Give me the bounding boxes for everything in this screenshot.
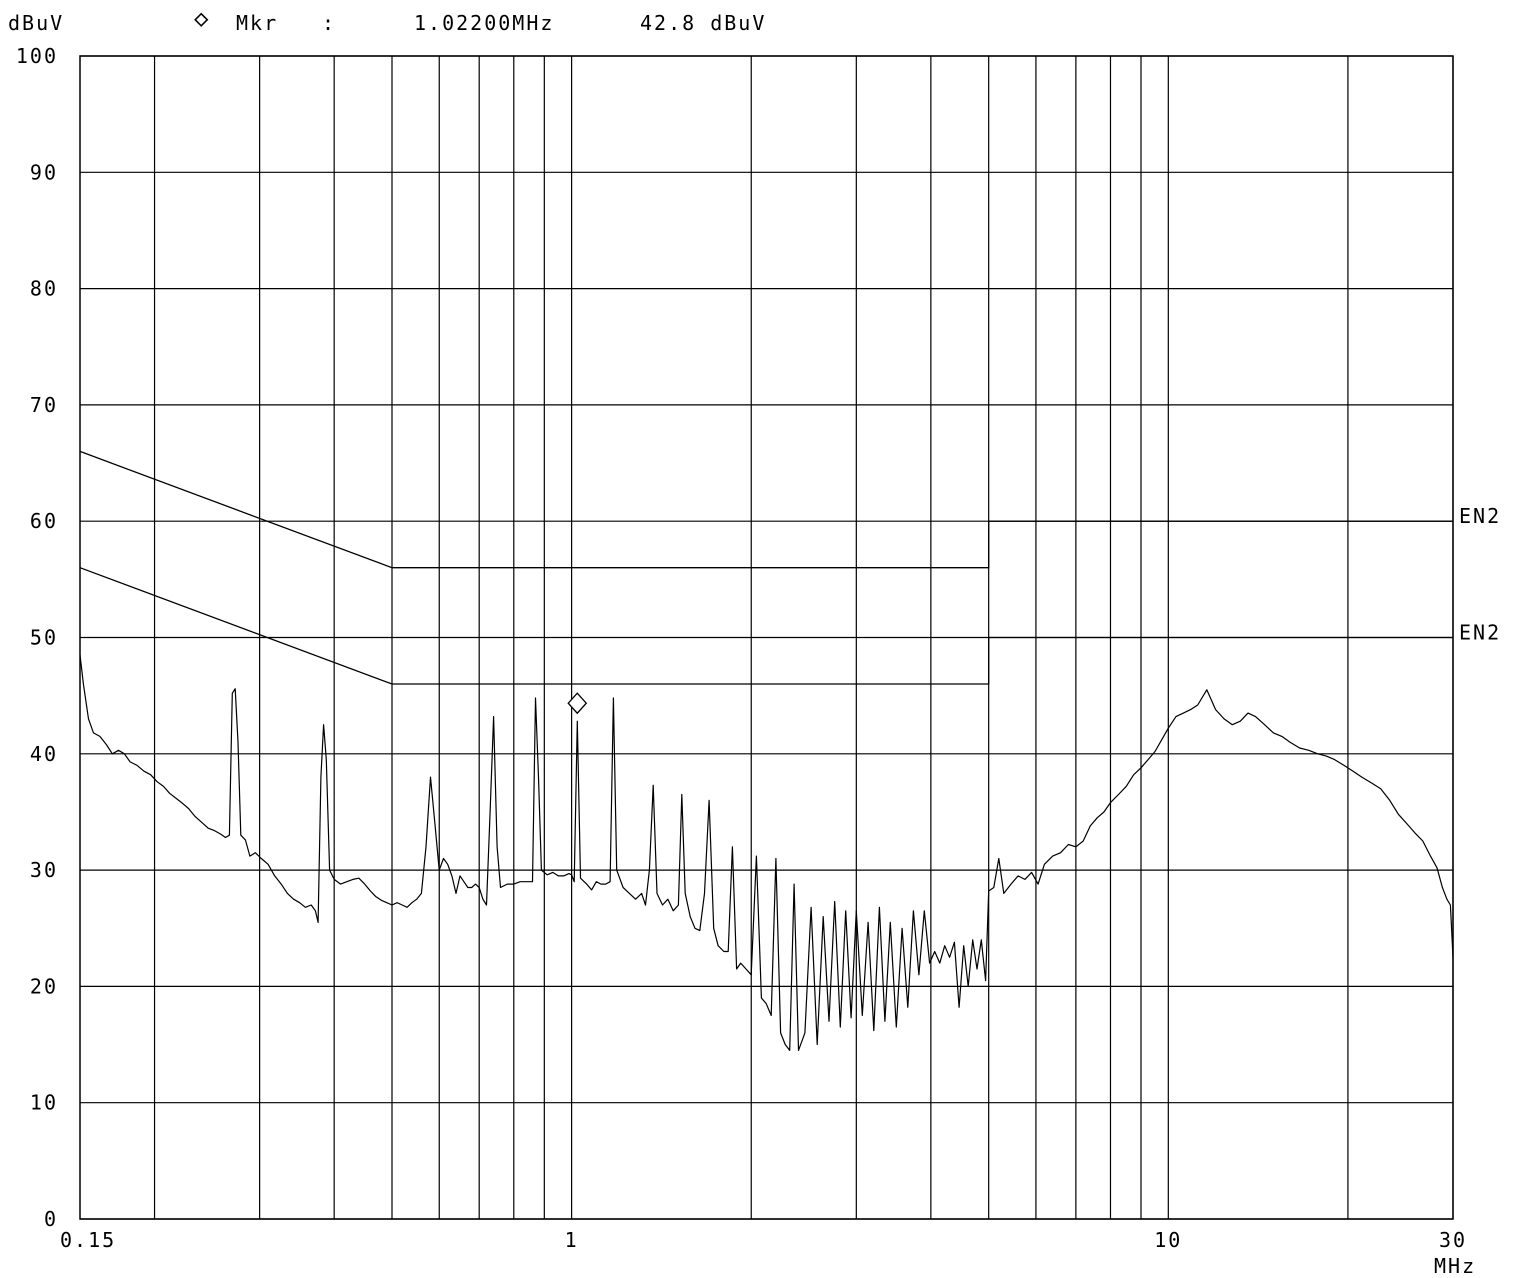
y-tick-label: 90 bbox=[30, 160, 58, 184]
limit-line bbox=[79, 450, 1453, 569]
y-tick-label: 40 bbox=[30, 742, 58, 766]
trace-line bbox=[79, 654, 1454, 1051]
limit-line bbox=[79, 567, 1453, 685]
y-tick-label: 20 bbox=[30, 974, 58, 998]
y-tick-labels: 0 10 20 30 40 50 60 70 80 90 100 bbox=[16, 44, 58, 1231]
marker bbox=[567, 692, 588, 715]
y-tick-label: 80 bbox=[30, 277, 58, 301]
limit-line-label: EN2 bbox=[1459, 621, 1501, 645]
x-tick-label: 10 bbox=[1154, 1228, 1182, 1252]
y-tick-label: 0 bbox=[44, 1207, 58, 1231]
x-axis-label: MHz bbox=[1434, 1254, 1476, 1278]
limit-line-label: EN2 bbox=[1459, 504, 1501, 528]
x-tick-label: 1 bbox=[565, 1228, 579, 1252]
y-tick-label: 100 bbox=[16, 44, 58, 68]
x-tick-label: 0.15 bbox=[60, 1228, 116, 1252]
marker-diamond-icon bbox=[567, 692, 588, 715]
y-tick-label: 60 bbox=[30, 509, 58, 533]
limit-lines: EN2 EN2 bbox=[79, 450, 1501, 685]
y-unit-label: dBuV bbox=[8, 11, 64, 35]
x-tick-labels: 0.15 1 10 30 bbox=[60, 1228, 1467, 1252]
y-tick-label: 10 bbox=[30, 1091, 58, 1115]
y-tick-label: 70 bbox=[30, 393, 58, 417]
marker-frequency: 1.02200MHz bbox=[414, 11, 554, 35]
marker-symbol-icon: ◇ bbox=[194, 4, 210, 32]
trace-series bbox=[79, 654, 1454, 1051]
x-tick-label: 30 bbox=[1439, 1228, 1467, 1252]
marker-label: Mkr bbox=[236, 11, 278, 35]
marker-level: 42.8 dBuV bbox=[640, 11, 766, 35]
y-tick-label: 30 bbox=[30, 858, 58, 882]
marker-separator: : bbox=[322, 11, 336, 35]
y-tick-label: 50 bbox=[30, 626, 58, 650]
